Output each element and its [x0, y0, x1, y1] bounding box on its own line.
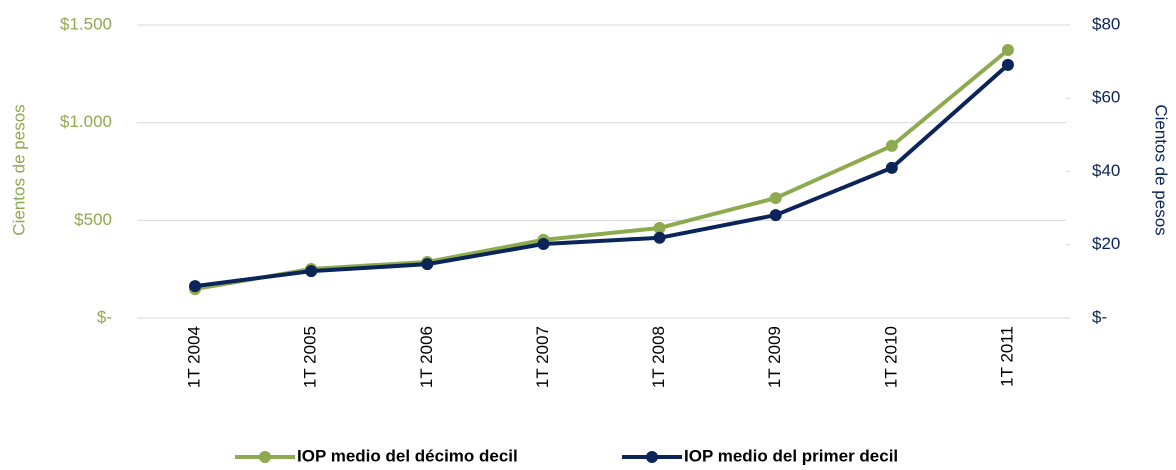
point	[421, 258, 434, 271]
series-line	[194, 48, 1010, 292]
x-tick-label: 1T 2007	[533, 326, 552, 388]
point	[653, 221, 666, 234]
point	[189, 280, 202, 293]
y2-tick-label: $20	[1092, 234, 1120, 253]
point	[305, 265, 318, 278]
y2-axis-label: Cientos de pesos	[1152, 104, 1171, 235]
point	[885, 161, 898, 174]
legend-label: IOP medio del primer decil	[684, 446, 898, 465]
y2-tick-label: $80	[1092, 14, 1120, 33]
point	[769, 209, 782, 222]
x-tick-label: 1T 2004	[185, 326, 204, 388]
point	[537, 238, 550, 251]
y-tick-label: $1.000	[60, 112, 112, 131]
y-tick-label: $-	[97, 307, 112, 326]
point	[1001, 58, 1014, 71]
point	[769, 192, 782, 205]
y2-tick-label: $-	[1092, 307, 1107, 326]
x-tick-label: 1T 2011	[997, 326, 1016, 387]
x-tick-label: 1T 2010	[881, 326, 900, 388]
point	[1001, 44, 1014, 57]
y2-tick-label: $40	[1092, 161, 1120, 180]
legend-marker	[646, 451, 658, 463]
x-tick-label: 1T 2006	[417, 326, 436, 388]
y-tick-label: $500	[74, 210, 112, 229]
y-axis-label: Cientos de pesos	[9, 104, 28, 235]
x-tick-label: 1T 2008	[649, 326, 668, 388]
y2-tick-label: $60	[1092, 88, 1120, 107]
series-line	[194, 63, 1010, 289]
y-tick-label: $1.500	[60, 14, 112, 33]
point	[653, 231, 666, 244]
point	[885, 139, 898, 152]
x-tick-label: 1T 2009	[765, 326, 784, 388]
x-tick-label: 1T 2005	[301, 326, 320, 388]
legend-marker	[259, 451, 271, 463]
legend-label: IOP medio del décimo decil	[297, 446, 518, 465]
